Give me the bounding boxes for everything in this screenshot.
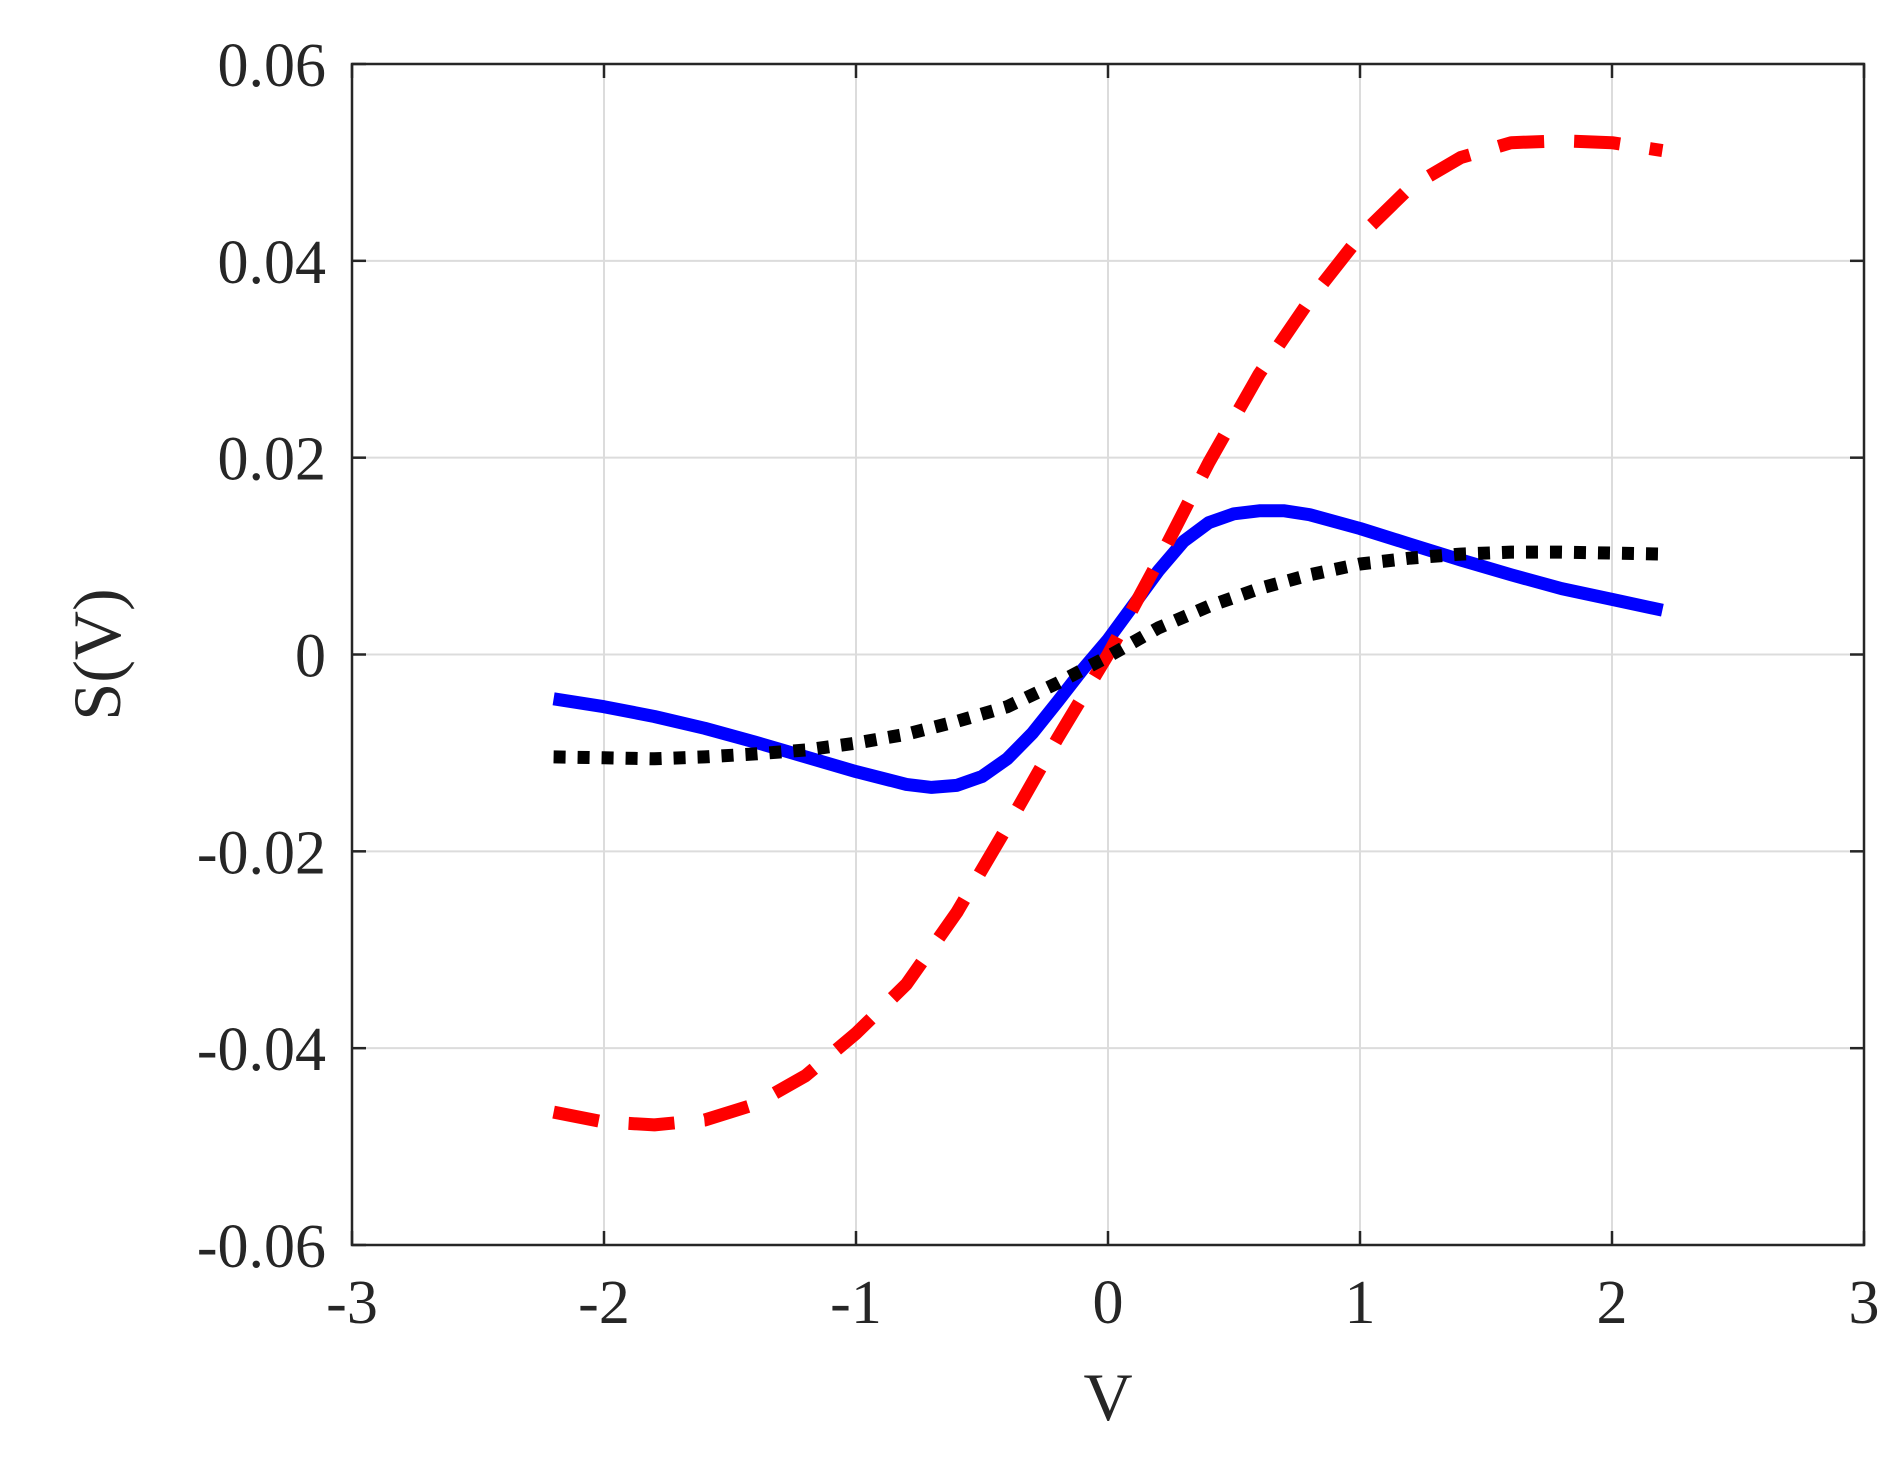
series-line-dashed <box>552 134 1664 1132</box>
x-tick-label: -3 <box>326 1269 378 1337</box>
y-tick-label: 0 <box>295 623 326 691</box>
series-line-solid <box>552 504 1664 794</box>
y-tick-label: -0.04 <box>197 1016 326 1084</box>
x-tick-label: 0 <box>1093 1269 1124 1337</box>
y-tick-label: 0.06 <box>218 32 327 100</box>
y-axis-label: S(V) <box>59 588 135 720</box>
x-tick-label: -1 <box>830 1269 882 1337</box>
x-tick-label: 3 <box>1849 1269 1880 1337</box>
x-tick-label: 2 <box>1597 1269 1628 1337</box>
x-tick-label: 1 <box>1345 1269 1376 1337</box>
y-tick-label: -0.06 <box>197 1213 326 1281</box>
y-tick-label: -0.02 <box>197 819 326 887</box>
axes-box <box>350 62 1866 1247</box>
x-tick-label: -2 <box>578 1269 630 1337</box>
y-tick-label: 0.04 <box>218 229 327 297</box>
y-tick-label: 0.02 <box>218 426 327 494</box>
x-axis-label: V <box>1083 1359 1132 1435</box>
